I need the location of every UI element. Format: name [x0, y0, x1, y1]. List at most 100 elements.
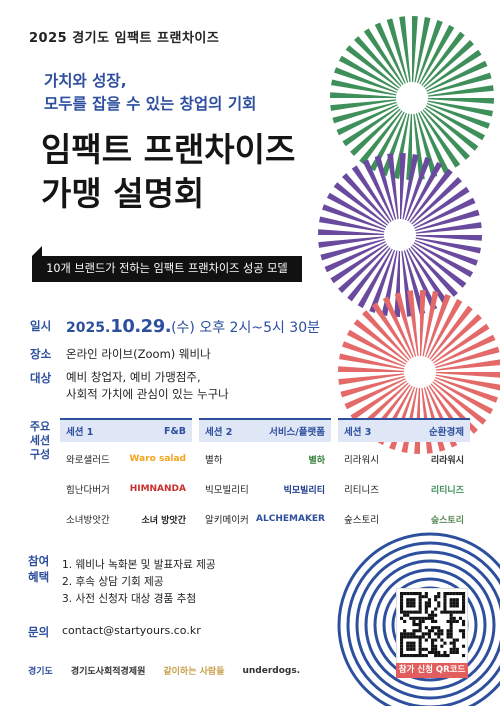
benefit-item: 3. 사전 신청자 대상 경품 추첨 [62, 593, 197, 605]
sunburst-ray [409, 168, 453, 223]
session-header: 세션 3 순환경제 [338, 418, 470, 442]
sunburst-ray [414, 197, 476, 229]
sunburst-ray [402, 154, 419, 220]
sunburst-ray [435, 372, 500, 378]
gsec-logo: 경기도사회적경제원 [70, 667, 146, 677]
green-sunburst [330, 16, 494, 180]
sunburst-ray [382, 296, 414, 358]
sunburst-ray [434, 376, 498, 403]
brand-logo: 빅모빌리티 [283, 485, 325, 496]
sunburst-ray [419, 24, 455, 85]
session-header: 세션 2 서비스/플랫폼 [199, 418, 331, 442]
sunburst-ray [394, 292, 417, 357]
sunburst-ray [387, 153, 399, 220]
sunburst-ray [408, 247, 449, 305]
event-date: 2025.10.29.(수) 오후 2시~5시 30분 [66, 316, 320, 337]
spiral-ring [373, 568, 487, 682]
sunburst-ray [427, 98, 494, 104]
sunburst-ray [427, 72, 492, 95]
sunburst-ray [411, 177, 462, 225]
sunburst-ray [414, 239, 478, 266]
sunburst-ray [418, 112, 450, 174]
brand-name: 빅모빌리티 [205, 485, 249, 496]
target-label: 대상 [30, 371, 52, 385]
brand-row: 리라워시 리라워시 [338, 446, 470, 472]
sunburst-ray [421, 31, 465, 86]
sunburst-ray [424, 107, 479, 151]
sunburst-ray [350, 380, 408, 421]
sunburst-ray [338, 55, 399, 91]
sunburst-ray [324, 241, 386, 273]
sunburst-ray [399, 16, 411, 83]
spiral-ring [337, 532, 500, 706]
brand-row: 힘난다버거 HIMNANDA [60, 476, 192, 502]
sunburst-ray [435, 359, 500, 371]
sunburst-ray [412, 186, 470, 227]
hero-subtitle: 가치와 성장, 모두를 잡을 수 있는 창업의 기회 [44, 72, 257, 113]
sunburst-ray [432, 381, 487, 425]
sunburst-ray [400, 153, 406, 220]
partner-logo: 같이하는 사람들 [163, 667, 225, 677]
sunburst-ray [410, 246, 458, 297]
sunburst-ray [362, 159, 394, 221]
sunburst-ray [435, 346, 500, 369]
sessions-label: 주요 세션 구성 [29, 420, 51, 461]
sunburst-ray [318, 229, 385, 235]
brand-row: 리티니즈 리티니즈 [338, 476, 470, 502]
footer-logos: 경기도 경기도사회적경제원 같이하는 사람들 underdogs. [28, 664, 301, 678]
sunburst-ray [346, 329, 407, 365]
brand-name: 리티니즈 [344, 485, 379, 496]
banner-tip [32, 246, 42, 256]
sunburst-ray [413, 242, 474, 278]
sunburst-ray [342, 341, 406, 368]
brand-name: 숲스토리 [344, 515, 379, 526]
sunburst-ray [406, 113, 412, 180]
sunburst-ray [415, 222, 482, 234]
brand-logo: HIMNANDA [129, 484, 186, 494]
sunburst-ray [354, 36, 402, 87]
sunburst-ray [412, 16, 418, 83]
sunburst-ray [415, 113, 438, 178]
qr-label: 참가 신청 QR코드 [396, 663, 468, 678]
brand-name: 알키메이커 [205, 515, 249, 526]
brand-name: 리라워시 [344, 455, 379, 466]
sunburst-ray [331, 79, 397, 96]
sunburst-ray [432, 323, 490, 364]
session-header: 세션 1 F&B [60, 418, 192, 442]
brand-row: 별하 별하 [199, 446, 331, 472]
sunburst-ray [420, 110, 461, 168]
sunburst-ray [415, 237, 481, 254]
sunburst-ray [393, 113, 410, 179]
date-time: 오후 2시~5시 30분 [194, 320, 321, 336]
target-line-1: 예비 창업자, 예비 가맹점주, [66, 370, 201, 384]
sunburst-ray [381, 112, 408, 176]
hero-title: 임팩트 프랜차이즈 가맹 설명회 [41, 130, 296, 213]
brand-name: 와로샐러드 [66, 455, 110, 466]
sunburst-ray [415, 235, 482, 241]
brand-logo: 별하 [308, 455, 325, 466]
hero-banner: 10개 브랜드가 전하는 임팩트 프랜차이즈 성공 모델 [32, 256, 302, 282]
date-day: 10.29. [110, 316, 172, 337]
date-year: 2025. [66, 320, 111, 336]
benefits-list: 1. 웨비나 녹화본 및 발표자료 제공 2. 후속 상담 기회 제공 3. 사… [62, 557, 216, 608]
sunburst-ray [406, 249, 438, 311]
inquiry-email[interactable]: contact@startyours.co.kr [62, 624, 201, 637]
sunburst-ray [426, 102, 490, 129]
sunburst-ray [320, 238, 385, 261]
place-value: 온라인 라이브(Zoom) 웨비나 [66, 347, 211, 361]
sunburst-ray [342, 106, 400, 147]
spiral-ring [364, 559, 496, 691]
sunburst-ray [427, 100, 493, 117]
sunburst-ray [340, 375, 405, 398]
sunburst-ray [425, 105, 486, 141]
session-name: 세션 1 [66, 427, 94, 438]
date-weekday: (수) [171, 320, 195, 336]
brand-logo: 소녀 방앗간 [141, 515, 186, 526]
sunburst-ray [413, 113, 425, 180]
sunburst-ray [351, 165, 392, 223]
sunburst-ray [427, 298, 463, 359]
session-name: 세션 3 [344, 427, 372, 438]
underdogs-logo: underdogs. [242, 665, 301, 676]
